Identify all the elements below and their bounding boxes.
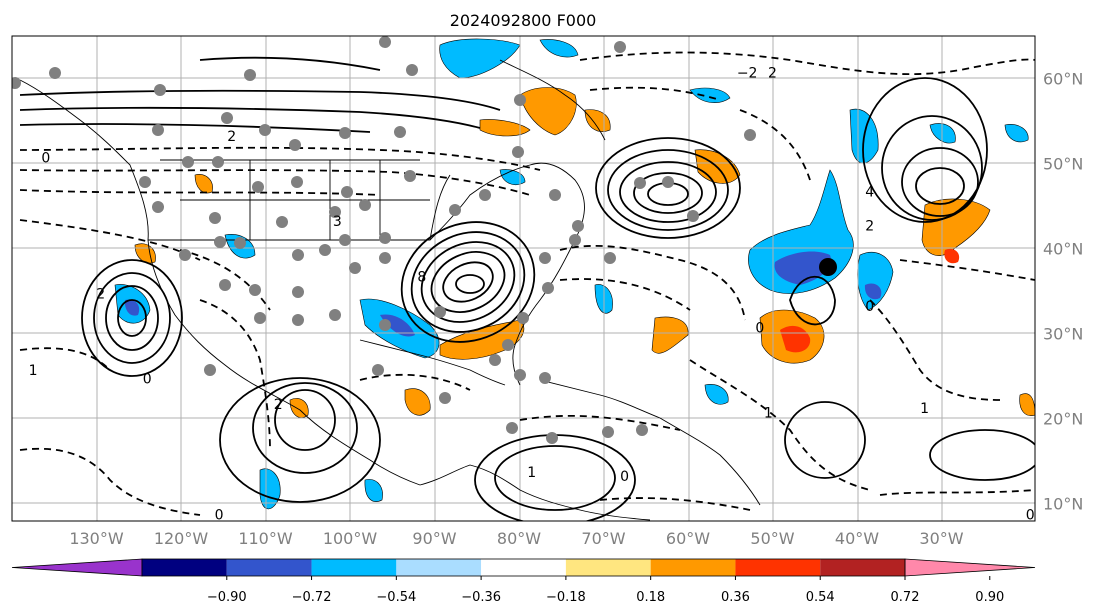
colorbar-tick-label: 0.72 <box>891 590 920 605</box>
longitude-label: 70°W <box>581 529 625 548</box>
colorbar-segment <box>396 559 482 576</box>
longitude-label: 60°W <box>666 529 710 548</box>
contour-label: 2 <box>1055 218 1064 234</box>
latitude-label: 20°N <box>1043 410 1083 429</box>
latitude-label: 50°N <box>1043 155 1083 174</box>
colorbar-tick-label: −0.36 <box>461 590 501 605</box>
contour-label: 0 <box>1026 507 1035 523</box>
latitude-label: 40°N <box>1043 240 1083 259</box>
colorbar-tick-label: −0.54 <box>376 590 416 605</box>
longitude-label: 40°W <box>835 529 879 548</box>
colorbar-tick-label: −0.18 <box>546 590 586 605</box>
contour-label: 2 <box>227 129 236 145</box>
contour-label: 1 <box>920 401 929 417</box>
colorbar-segment <box>820 559 905 576</box>
colorbar-tick-label: 0.18 <box>636 590 665 605</box>
colorbar-segment <box>565 559 651 576</box>
colorbar-extend-low <box>11 558 143 577</box>
longitude-axis: 130°W 120°W 110°W 100°W 90°W 80°W 70°W 60°W 50°W… <box>69 529 963 548</box>
highlight-marker <box>819 258 837 276</box>
contour-label: 0 <box>143 371 152 387</box>
colorbar-tick-label: 0.90 <box>975 590 1004 605</box>
contour-label: 0 <box>755 320 764 336</box>
contour-label: 0 <box>41 150 50 166</box>
colorbar-outline <box>141 558 906 577</box>
contour-label: 2 <box>96 286 105 302</box>
colorbar-tick-label: −0.72 <box>292 590 332 605</box>
longitude-label: 50°W <box>750 529 794 548</box>
colorbar-segment <box>481 559 566 576</box>
latitude-label: 10°N <box>1043 495 1083 514</box>
longitude-label: 120°W <box>154 529 209 548</box>
contour-label: 3 <box>333 214 342 230</box>
contour-label: 8 <box>417 269 426 285</box>
colorbar-segment <box>142 559 227 576</box>
contour-label: 2 <box>768 65 777 81</box>
colorbar: −0.90 −0.72 −0.54 −0.36 −0.18 0.18 0.36 0.54 0.7… <box>11 558 1036 605</box>
colorbar-tick-label: −0.90 <box>207 590 247 605</box>
contour-label: 1 <box>527 465 536 481</box>
longitude-label: 80°W <box>497 529 541 548</box>
map-title: 2024092800 F000 <box>450 11 597 30</box>
colorbar-tick-label: 0.36 <box>721 590 750 605</box>
contour-label: 1 <box>29 363 38 379</box>
contours-dashed <box>19 51 1035 516</box>
contour-label: 0 <box>215 507 224 523</box>
contour-label: 2 <box>865 218 874 234</box>
longitude-label: 130°W <box>69 529 124 548</box>
coastlines <box>19 59 761 521</box>
longitude-label: 90°W <box>412 529 456 548</box>
contour-label: 4 <box>865 184 874 200</box>
colorbar-segment <box>735 559 821 576</box>
colorbar-segment <box>226 559 312 576</box>
contour-label: −2 <box>0 312 14 328</box>
contour-label: 0 <box>620 469 629 485</box>
longitude-label: 30°W <box>919 529 963 548</box>
contour-label: −2 <box>737 65 758 81</box>
latitude-label: 30°N <box>1043 325 1083 344</box>
contour-label: 1 <box>764 405 773 421</box>
colorbar-tick-label: 0.54 <box>806 590 835 605</box>
contour-label: 2 <box>274 397 283 413</box>
contour-label: 1 <box>1051 448 1060 464</box>
latitude-label: 60°N <box>1043 70 1083 89</box>
contour-label: 0 <box>865 299 874 315</box>
colorbar-extend-high <box>904 558 1036 577</box>
colorbar-segment <box>311 559 397 576</box>
longitude-label: 110°W <box>238 529 293 548</box>
latitude-axis: 60°N 50°N 40°N 30°N 20°N 10°N <box>1043 70 1083 514</box>
contours-solid <box>19 56 1035 521</box>
longitude-label: 100°W <box>323 529 378 548</box>
station-markers <box>12 36 756 444</box>
colorbar-segment <box>650 559 736 576</box>
